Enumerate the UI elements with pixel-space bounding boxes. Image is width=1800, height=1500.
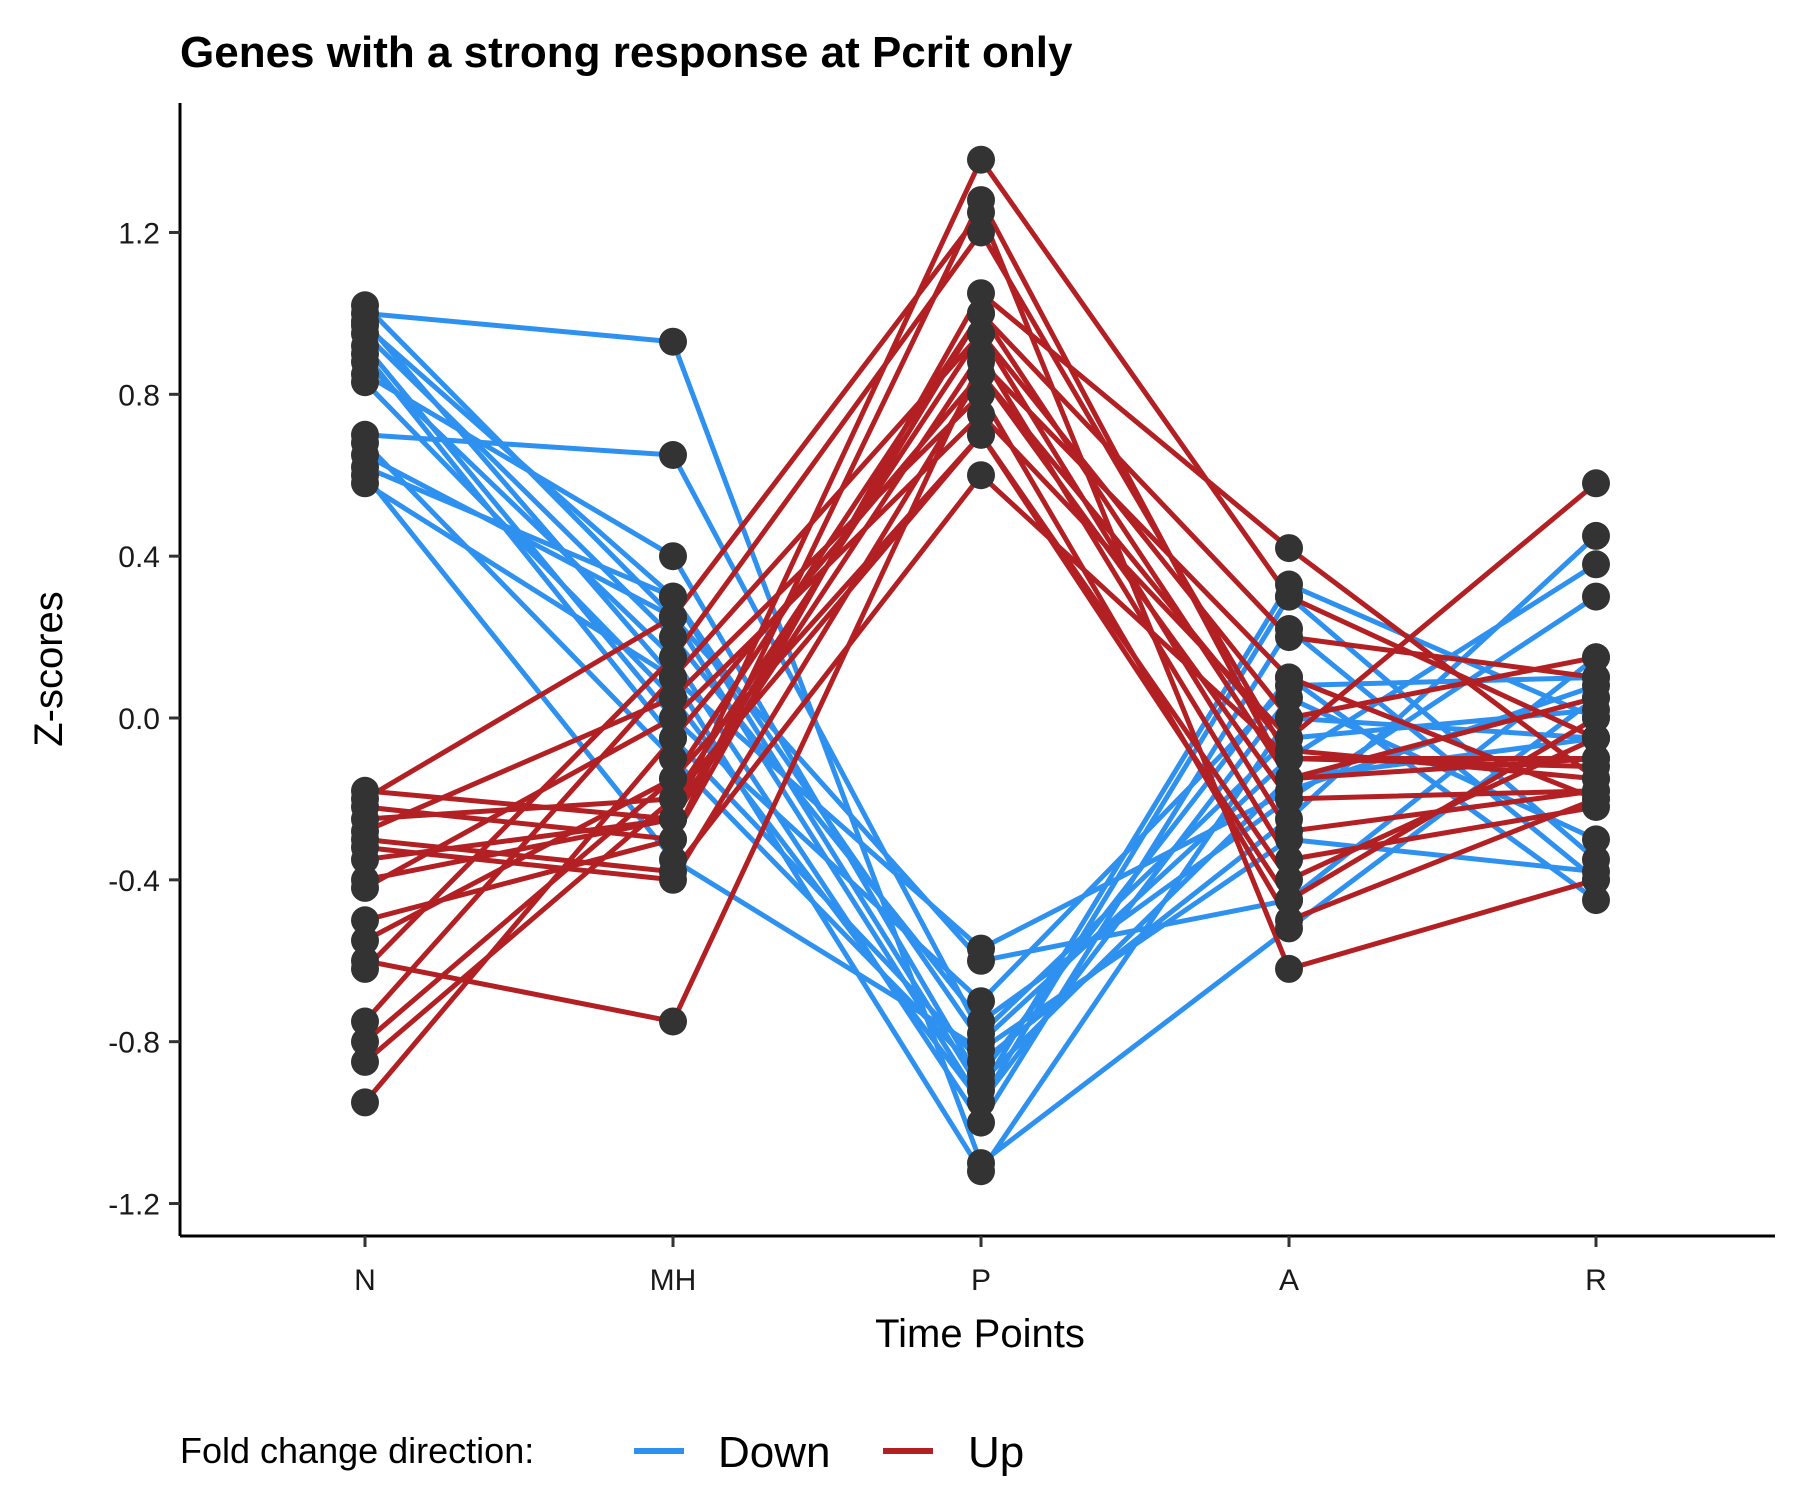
data-point-down-14-P <box>967 1076 995 1105</box>
data-point-up-13-MH <box>659 1007 687 1036</box>
data-point-up-18-N <box>351 1088 379 1117</box>
data-point-up-18-MH <box>659 724 687 753</box>
data-point-up-11-R <box>1582 683 1610 712</box>
data-point-up-7-MH <box>659 865 687 894</box>
data-point-up-2-R <box>1582 865 1610 894</box>
data-point-up-11-MH <box>659 825 687 854</box>
data-point-up-12-R <box>1582 724 1610 753</box>
data-point-down-15-P <box>967 1035 995 1064</box>
data-point-up-18-P <box>967 360 995 389</box>
data-point-down-16-N <box>351 469 379 498</box>
legend-title: Fold change direction: <box>180 1430 534 1471</box>
legend-label-down: Down <box>718 1428 831 1477</box>
data-point-up-17-R <box>1582 704 1610 732</box>
data-point-up-14-N <box>351 954 379 983</box>
data-point-down-9-MH <box>659 542 687 571</box>
data-point-down-3-P <box>967 1157 995 1186</box>
data-point-down-6-P <box>967 987 995 1016</box>
x-tick-label: A <box>1279 1264 1299 1297</box>
data-point-up-11-P <box>967 186 995 215</box>
legend-label-up: Up <box>968 1428 1024 1477</box>
data-point-up-8-R <box>1582 663 1610 692</box>
data-point-up-9-A <box>1275 845 1303 874</box>
data-point-up-15-MH <box>659 663 687 692</box>
data-point-up-8-A <box>1275 623 1303 652</box>
data-point-up-5-A <box>1275 906 1303 935</box>
data-point-up-3-P <box>967 279 995 308</box>
data-point-down-5-R <box>1582 582 1610 611</box>
data-point-up-12-N <box>351 926 379 955</box>
data-point-down-10-A <box>1275 683 1303 712</box>
data-point-up-1-P <box>967 145 995 174</box>
data-point-up-15-P <box>967 319 995 348</box>
data-point-up-17-N <box>351 1047 379 1076</box>
data-point-up-16-A <box>1275 764 1303 793</box>
data-point-up-8-N <box>351 845 379 874</box>
data-point-up-7-A <box>1275 784 1303 813</box>
data-point-up-16-N <box>351 1027 379 1056</box>
data-point-up-9-MH <box>659 805 687 834</box>
data-point-up-18-R <box>1582 764 1610 793</box>
data-points <box>351 145 1610 1186</box>
data-point-up-13-A <box>1275 663 1303 692</box>
x-tick-label: N <box>354 1264 376 1297</box>
data-point-up-16-P <box>967 299 995 328</box>
y-tick-label: 0.4 <box>118 541 160 574</box>
data-point-up-10-R <box>1582 469 1610 498</box>
data-point-down-12-R <box>1582 886 1610 915</box>
data-point-down-5-MH <box>659 623 687 652</box>
data-point-up-17-P <box>967 420 995 449</box>
data-point-down-4-R <box>1582 550 1610 579</box>
data-point-up-14-P <box>967 218 995 247</box>
data-point-down-11-MH <box>659 441 687 469</box>
data-point-down-12-MH <box>659 744 687 773</box>
data-point-up-5-MH <box>659 683 687 712</box>
legend: Fold change direction: Down Up <box>180 1428 1024 1477</box>
x-tick-label: P <box>971 1264 991 1297</box>
y-tick-label: 1.2 <box>118 217 160 250</box>
y-tick-label: -0.4 <box>108 865 160 898</box>
x-tick-label: MH <box>650 1264 697 1297</box>
data-point-up-5-P <box>967 380 995 409</box>
data-point-down-10-R <box>1582 825 1610 854</box>
data-point-up-16-MH <box>659 764 687 793</box>
data-point-up-12-A <box>1275 865 1303 894</box>
data-point-up-17-MH <box>659 784 687 813</box>
data-point-up-1-A <box>1275 582 1303 611</box>
data-point-down-14-MH <box>659 582 687 611</box>
y-tick-label: -1.2 <box>108 1189 160 1222</box>
data-point-up-18-A <box>1275 736 1303 765</box>
x-tick-label: R <box>1585 1264 1607 1297</box>
data-point-up-3-A <box>1275 534 1303 563</box>
data-point-up-15-N <box>351 1007 379 1036</box>
data-point-up-2-A <box>1275 954 1303 983</box>
data-point-up-14-MH <box>659 643 687 672</box>
y-axis-ticks: -1.2 -0.8 -0.4 0.0 0.4 0.8 1.2 <box>108 217 180 1222</box>
data-point-down-2-MH <box>659 327 687 356</box>
y-tick-label: 0.8 <box>118 379 160 412</box>
data-point-up-4-A <box>1275 704 1303 732</box>
chart-title: Genes with a strong response at Pcrit on… <box>180 28 1073 77</box>
data-point-up-10-MH <box>659 704 687 732</box>
data-point-up-10-N <box>351 873 379 902</box>
data-point-down-8-P <box>967 1108 995 1137</box>
data-point-up-11-N <box>351 906 379 935</box>
data-point-up-4-R <box>1582 643 1610 672</box>
data-point-down-16-P <box>967 934 995 963</box>
y-tick-label: -0.8 <box>108 1027 160 1060</box>
data-point-up-2-MH <box>659 602 687 631</box>
data-point-up-16-R <box>1582 744 1610 773</box>
y-axis-label: Z-scores <box>27 591 71 747</box>
data-point-up-15-A <box>1275 817 1303 846</box>
x-axis-ticks: N MH P A R <box>354 1236 1607 1297</box>
y-tick-label: 0.0 <box>118 703 160 736</box>
data-point-down-10-N <box>351 368 379 397</box>
data-point-down-7-R <box>1582 521 1610 550</box>
x-axis-label: Time Points <box>875 1312 1085 1356</box>
data-point-up-6-P <box>967 461 995 490</box>
data-point-up-10-P <box>967 400 995 429</box>
data-point-up-17-A <box>1275 886 1303 915</box>
